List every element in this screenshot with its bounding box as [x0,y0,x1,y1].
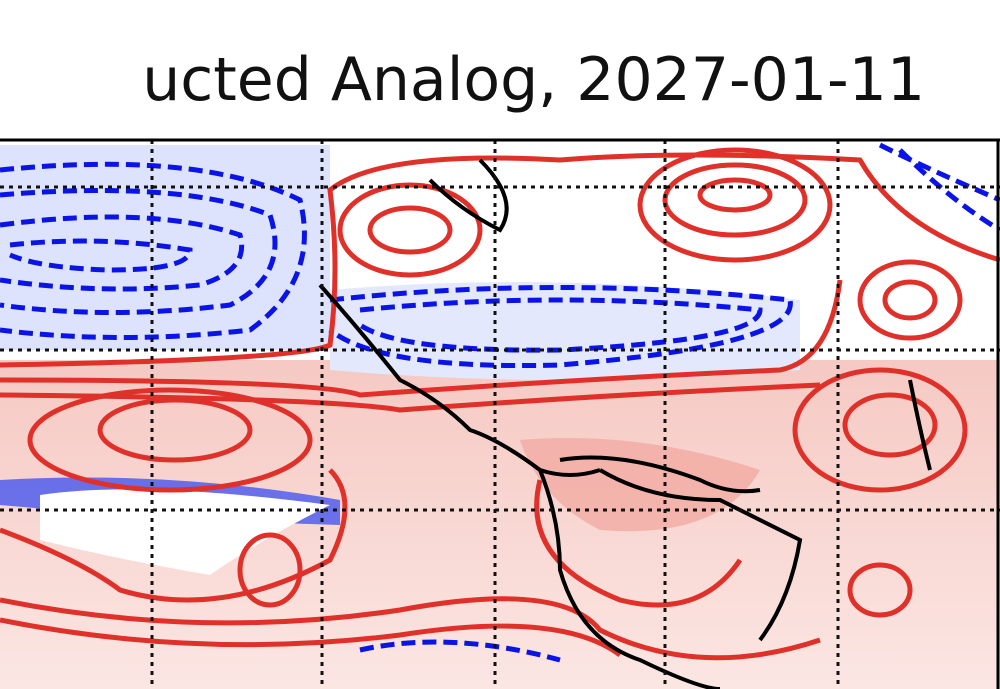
negative-contours [0,142,1000,663]
cool-shading [330,282,800,380]
positive-contours [0,147,1000,661]
warm-core [520,438,760,532]
masked-region [40,489,330,575]
graticule [0,140,1000,689]
coastlines [318,158,932,689]
map-title: ucted Analog, 2027-01-11 [142,45,925,115]
map-area [0,140,1000,689]
